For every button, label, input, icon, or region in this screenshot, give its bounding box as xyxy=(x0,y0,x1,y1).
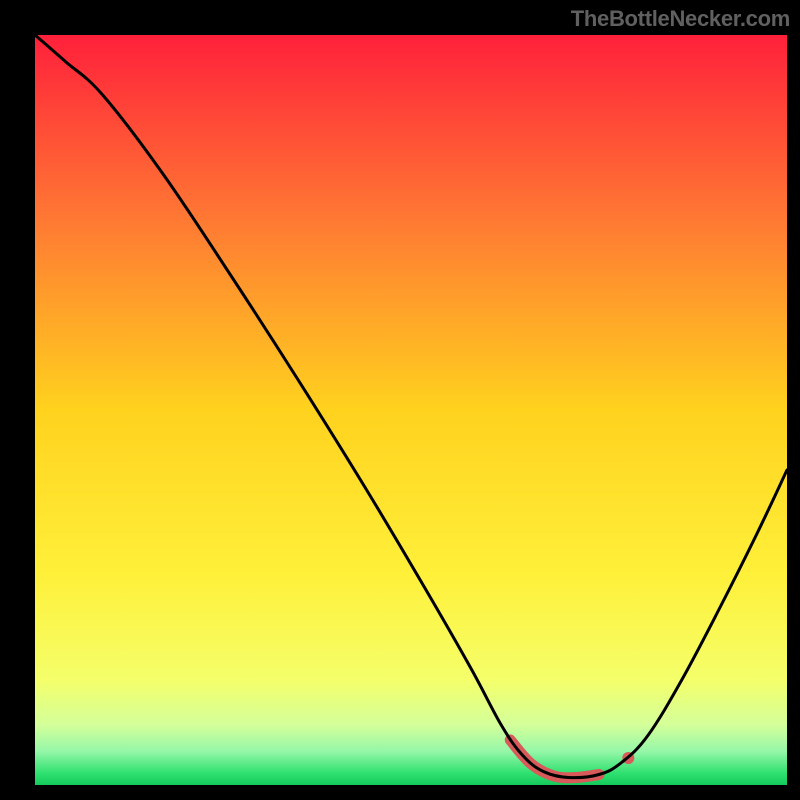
chart-root: TheBottleNecker.com xyxy=(0,0,800,800)
chart-background xyxy=(35,35,787,785)
watermark-text: TheBottleNecker.com xyxy=(571,6,790,32)
chart-svg xyxy=(0,0,800,800)
